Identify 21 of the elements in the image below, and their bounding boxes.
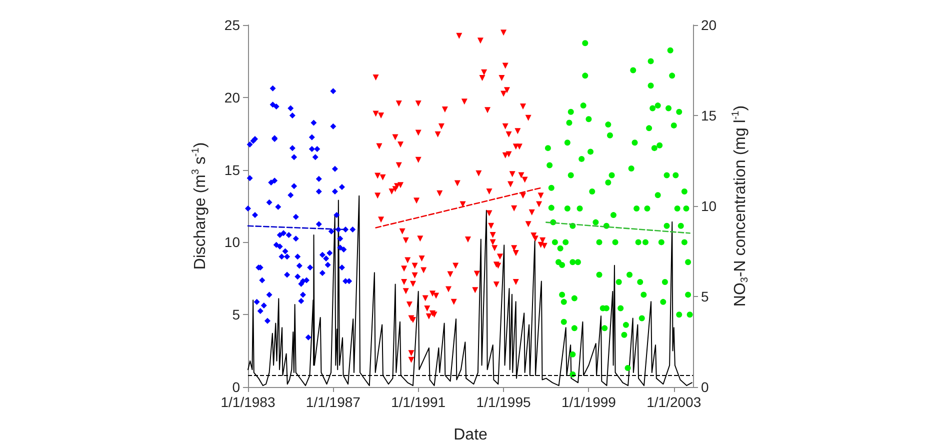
y-tick-label: 15 [224,162,240,178]
y2-tick-label: 0 [701,379,709,395]
y-tick-label: 5 [232,306,240,323]
x-tick-label: 1/1/1995 [476,394,531,410]
x-tick-label: 1/1/1999 [561,394,616,410]
x-tick-label: 1/1/1983 [220,394,276,410]
y2-tick-label: 15 [701,108,717,124]
y2-axis-title: NO3-N concentration (mg l-1) [730,105,750,307]
x-axis-title: Date [454,426,488,444]
line-series [248,195,692,386]
y2-tick-label: 5 [701,288,709,304]
y-tick-label: 0 [232,379,240,395]
y-tick-label: 10 [224,234,240,250]
y2-tick-label: 20 [701,17,717,33]
x-tick-label: 1/1/1991 [391,394,446,410]
y2-tick-label: 10 [701,198,717,214]
y-tick-label: 20 [224,89,240,106]
x-tick-label: 1/1/1987 [306,394,361,410]
y-axis-title: Discharge (m3 s-1) [190,142,209,270]
y-tick-label: 25 [224,17,240,33]
x-tick-label: 1/1/2003 [646,394,702,410]
